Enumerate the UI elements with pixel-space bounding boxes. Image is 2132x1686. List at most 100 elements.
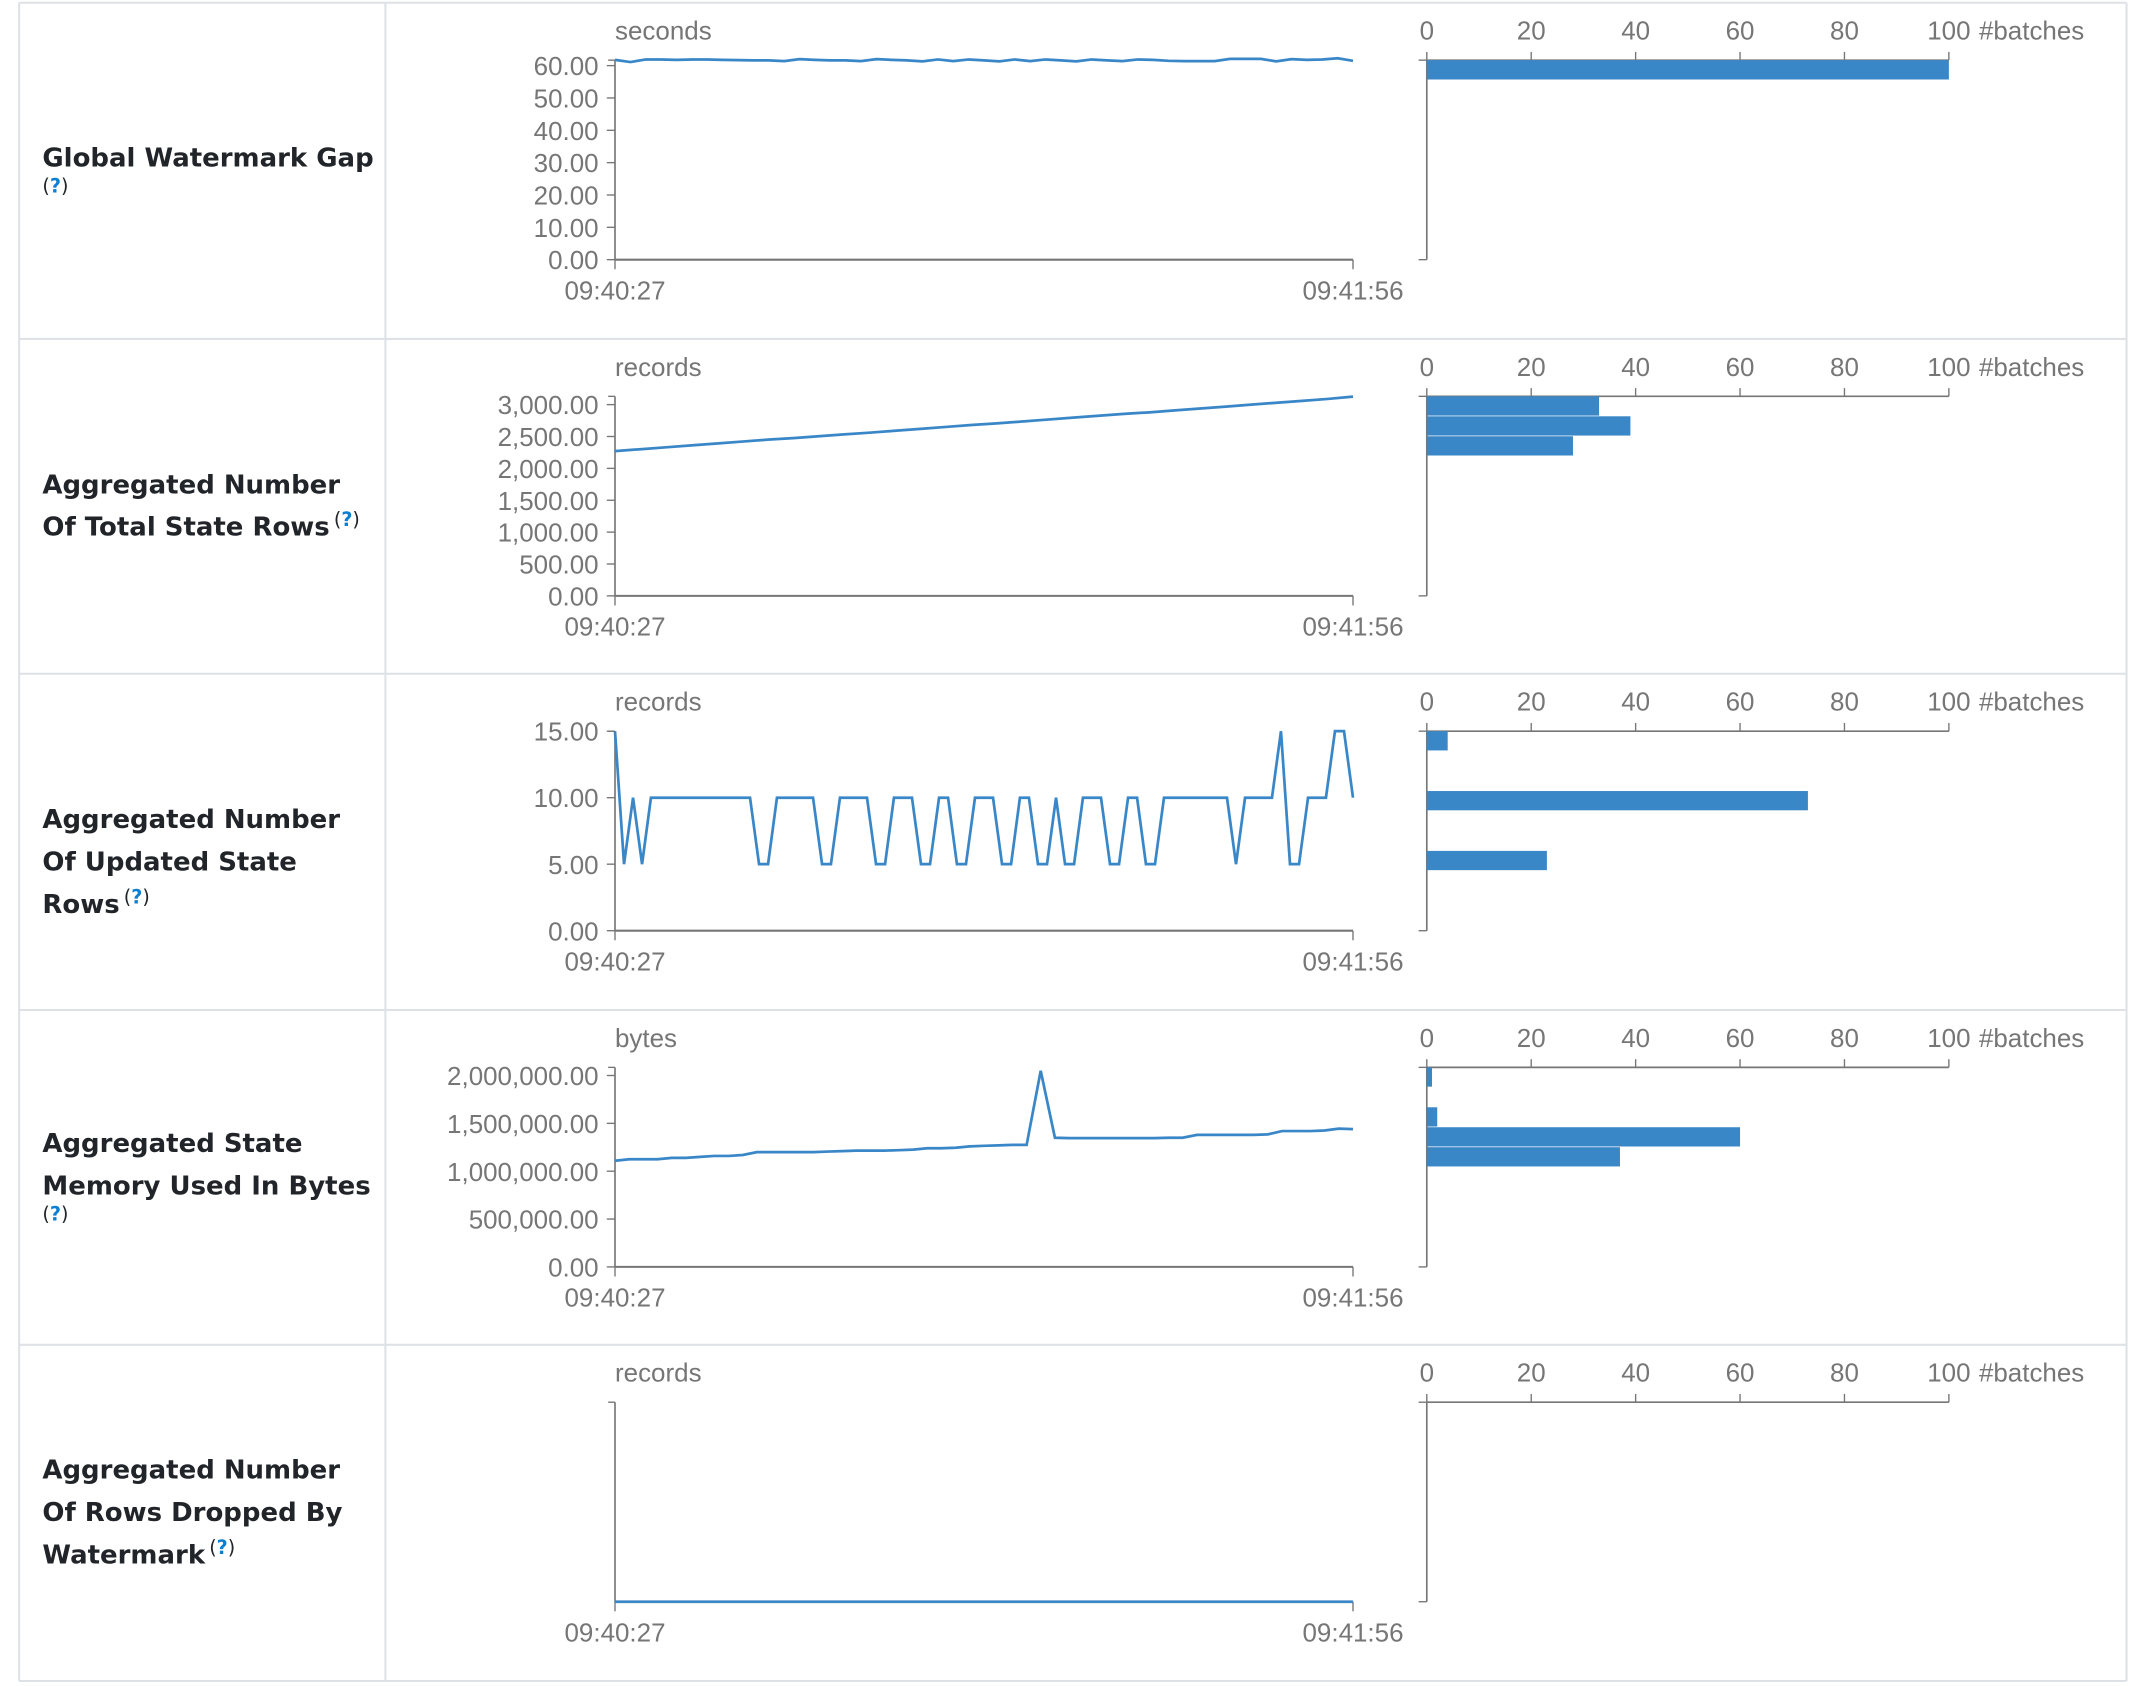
y-tick-label: 2,000.00 [498,454,599,484]
help-close: ) [60,175,69,198]
y-axis-unit-label: records [615,1358,702,1388]
chart-row-2: records 0.00500.001,000.001,500.002,000.0… [498,352,2085,642]
y-tick-label: 0.00 [548,245,599,275]
histogram-bar [1426,436,1573,456]
help-tooltip-icon[interactable]: (?) [209,1537,235,1559]
help-open: ( [42,1204,50,1226]
x-tick-label: 09:41:56 [1302,275,1403,305]
help-close: ) [227,1536,236,1559]
histogram-x-tick-label: 100 [1927,1358,1970,1388]
y-tick-label: 2,500.00 [498,422,599,452]
help-q: ? [49,175,61,198]
histogram-x-tick-label: 20 [1517,687,1546,717]
help-close: ) [60,1204,69,1226]
histogram-x-axis-label: #batches [1979,1023,2084,1053]
histogram-x-tick-label: 40 [1621,1358,1650,1388]
chart-row-3: records 0.00 5.00 10.00 15.00 09:40:27 09:41:5… [534,687,2085,977]
y-tick-label: 10.00 [534,213,599,243]
y-tick-label: 0.00 [548,581,599,611]
histogram-bar [1426,416,1631,436]
help-q: ? [216,1536,228,1559]
help-open: ( [123,886,132,909]
x-tick-label: 09:41:56 [1302,1617,1403,1647]
y-axis-unit-label: records [615,352,702,382]
y-tick-label: 50.00 [534,84,599,114]
histogram-x-tick-label: 40 [1621,1023,1650,1053]
metric-label: Aggregated Number Of Updated State Rows(… [42,800,377,930]
metric-name: Aggregated Number Of Updated State Rows [42,804,341,920]
y-tick-label: 20.00 [534,181,599,211]
y-tick-label: 3,000.00 [498,390,599,420]
help-open: ( [333,509,342,532]
y-tick-label: 1,500,000.00 [447,1109,599,1139]
histogram-x-tick-label: 60 [1726,1023,1755,1053]
y-tick-label: 2,000,000.00 [447,1061,599,1091]
histogram-x-tick-label: 60 [1726,352,1755,382]
x-tick-label: 09:41:56 [1302,612,1403,642]
histogram-x-tick-label: 100 [1927,687,1970,717]
help-tooltip-icon[interactable]: (?) [334,510,360,532]
histogram-x-tick-label: 100 [1927,1023,1970,1053]
histogram-x-tick-label: 40 [1621,352,1650,382]
x-tick-label: 09:41:56 [1302,946,1403,976]
y-tick-label: 500.00 [519,550,598,580]
y-axis-unit-label: seconds [615,16,712,46]
chart-row-5: records 09:40:27 09:41:56 0 20 40 60 80 100 #batc… [564,1358,2084,1648]
y-tick-label: 10.00 [534,783,599,813]
data-line [614,395,1354,453]
histogram-x-tick-label: 20 [1517,352,1546,382]
histogram-bar [1426,60,1949,80]
histogram-bar [1426,850,1547,871]
metric-label: Aggregated Number Of Total State Rows (?) [42,465,377,552]
metric-name: Global Watermark Gap [42,142,374,173]
x-tick-label: 09:40:27 [564,1617,665,1647]
help-tooltip-icon[interactable]: (?) [42,1203,377,1228]
y-tick-label: 0.00 [548,916,599,946]
chart-row-1: seconds 0.0010.0020.0030.0040.0050.0060.0… [534,16,2085,306]
y-tick-label: 5.00 [548,850,599,880]
y-tick-label: 1,500.00 [498,486,599,516]
histogram-x-tick-label: 80 [1830,16,1859,46]
histogram-bar [1426,1067,1433,1087]
data-line [613,729,1355,866]
histogram-x-tick-label: 0 [1420,16,1434,46]
y-tick-label: 40.00 [534,116,599,146]
histogram-x-tick-label: 20 [1517,1358,1546,1388]
data-line [614,1070,1354,1163]
histogram-x-axis-label: #batches [1979,16,2084,46]
histogram-x-tick-label: 80 [1830,1358,1859,1388]
x-tick-label: 09:40:27 [564,1283,665,1313]
histogram-x-tick-label: 0 [1420,1358,1434,1388]
y-tick-label: 30.00 [534,148,599,178]
histogram-bar [1426,791,1808,811]
x-tick-label: 09:40:27 [564,612,665,642]
metric-label: Aggregated State Memory Used In Bytes (?) [42,1123,377,1232]
y-tick-label: 500,000.00 [469,1205,599,1235]
help-tooltip-icon[interactable]: (?) [124,887,150,909]
histogram-x-axis-label: #batches [1979,687,2084,717]
y-tick-label: 1,000,000.00 [447,1157,599,1187]
metric-label: Global Watermark Gap (?) [42,137,377,204]
histogram-x-tick-label: 60 [1726,16,1755,46]
help-tooltip-icon[interactable]: (?) [42,174,377,199]
histogram-bar [1426,1147,1620,1167]
histogram-x-tick-label: 20 [1517,1023,1546,1053]
histogram-x-axis-label: #batches [1979,1358,2084,1388]
histogram-x-tick-label: 80 [1830,687,1859,717]
metric-name: Aggregated State Memory Used In Bytes [42,1128,371,1202]
histogram-bar [1426,396,1600,416]
histogram-x-tick-label: 60 [1726,687,1755,717]
histogram-bar [1426,1107,1438,1127]
histogram-x-tick-label: 100 [1927,352,1970,382]
histogram-x-tick-label: 0 [1420,352,1434,382]
histogram-x-tick-label: 80 [1830,352,1859,382]
y-axis-unit-label: bytes [615,1023,677,1053]
metric-name: Aggregated Number Of Total State Rows [42,470,341,543]
help-open: ( [42,175,50,198]
histogram-x-tick-label: 80 [1830,1023,1859,1053]
help-q: ? [131,886,143,909]
histogram-bar [1426,1127,1741,1147]
histogram-x-tick-label: 0 [1420,687,1434,717]
metric-name: Aggregated Number Of Rows Dropped By Wat… [42,1454,343,1570]
